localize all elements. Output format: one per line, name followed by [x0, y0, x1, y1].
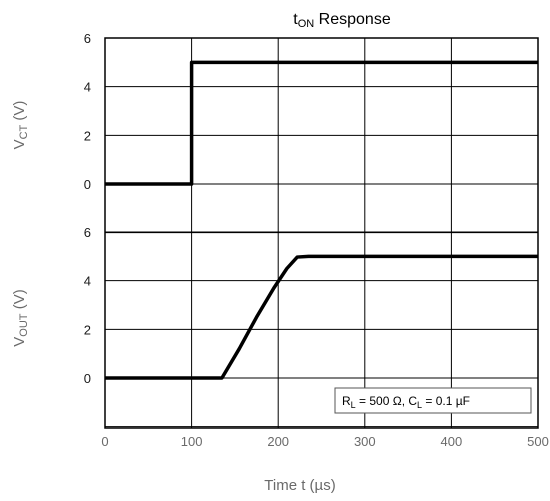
y-tick-label-upper: 4: [84, 80, 91, 95]
y-tick-label-upper: 0: [84, 177, 91, 192]
y-tick-label-lower: 4: [84, 274, 91, 289]
conditions-annotation: RL = 500 Ω, CL = 0.1 µF: [334, 387, 532, 414]
x-tick-label: 0: [101, 434, 108, 449]
y-tick-label-lower: 6: [84, 225, 91, 240]
vct-trace: [105, 60, 538, 186]
grid-lines: [104, 37, 539, 428]
x-tick-label: 500: [527, 434, 549, 449]
y-tick-label-upper: 6: [84, 31, 91, 46]
y-axis-label-lower: VOUT (V): [11, 289, 30, 346]
annotation-text: RL = 500 Ω, CL = 0.1 µF: [342, 394, 470, 410]
x-tick-label: 400: [441, 434, 463, 449]
y-tick-label-upper: 2: [84, 128, 91, 143]
chart-title: tON Response: [293, 11, 391, 30]
x-tick-label: 200: [267, 434, 289, 449]
tick-labels: 0 100 200 300 400 500 6 4 2 0 6 4 2 0: [84, 31, 549, 449]
series-lines: [105, 60, 538, 380]
y-tick-label-lower: 0: [84, 371, 91, 386]
annotation-box: [334, 387, 532, 414]
y-axis-label-upper: VCT (V): [11, 101, 30, 150]
plot-frame: [104, 37, 539, 429]
x-axis-label: Time t (µs): [264, 477, 335, 494]
x-tick-label: 100: [181, 434, 203, 449]
x-tick-label: 300: [354, 434, 376, 449]
y-tick-label-lower: 2: [84, 322, 91, 337]
vout-trace: [105, 254, 538, 380]
